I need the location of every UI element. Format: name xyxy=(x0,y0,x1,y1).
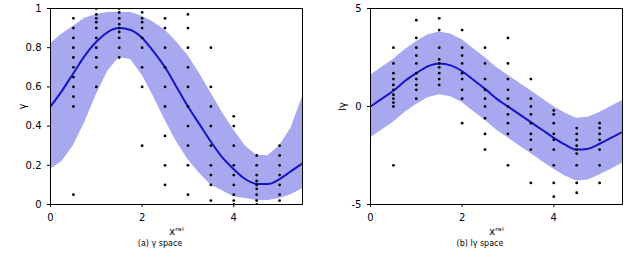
svg-text:0.4: 0.4 xyxy=(26,120,42,131)
html-text:(b) lγ space: (b) lγ space xyxy=(456,239,504,248)
svg-text:5: 5 xyxy=(355,3,361,14)
svg-text:xʳᵉˡ: xʳᵉˡ xyxy=(489,226,504,237)
svg-text:0.2: 0.2 xyxy=(26,160,42,171)
svg-text:4: 4 xyxy=(551,212,557,223)
html-text:(a) γ space: (a) γ space xyxy=(137,239,183,248)
svg-text:0: 0 xyxy=(367,212,373,223)
svg-text:4: 4 xyxy=(231,212,237,223)
svg-text:0.6: 0.6 xyxy=(26,81,42,92)
svg-text:-5: -5 xyxy=(352,199,362,210)
svg-text:1: 1 xyxy=(35,3,41,14)
svg-text:2: 2 xyxy=(139,212,145,223)
svg-text:0: 0 xyxy=(355,101,361,112)
svg-text:lγ: lγ xyxy=(337,102,348,111)
svg-text:0.8: 0.8 xyxy=(26,42,42,53)
svg-text:0: 0 xyxy=(35,199,41,210)
svg-text:γ: γ xyxy=(17,103,28,109)
svg-text:0: 0 xyxy=(47,212,53,223)
svg-text:2: 2 xyxy=(459,212,465,223)
svg-text:xʳᵉˡ: xʳᵉˡ xyxy=(169,226,184,237)
